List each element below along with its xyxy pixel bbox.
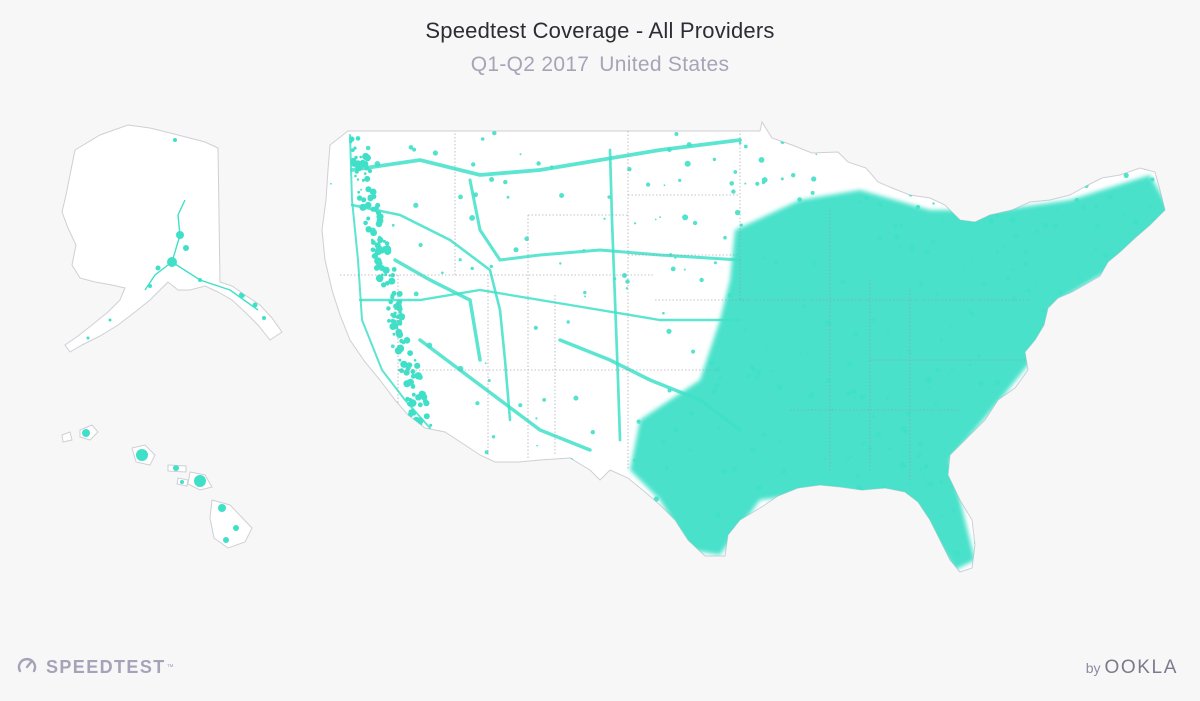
- company-name: OOKLA: [1104, 657, 1178, 678]
- subtitle-region: United States: [599, 53, 730, 76]
- region-hawaii: [61, 424, 253, 549]
- by-label: by: [1085, 660, 1101, 676]
- subtitle-period: Q1-Q2 2017: [470, 53, 590, 76]
- coverage-layer-hawaii: [82, 429, 239, 543]
- speedtest-logo: SPEEDTEST ™: [18, 657, 174, 677]
- coverage-layer-alaska: [86, 138, 266, 340]
- speedtest-gauge-icon: [17, 658, 37, 673]
- map-subtitle: Q1-Q2 2017 United States: [0, 53, 1200, 77]
- brand-name: SPEEDTEST: [46, 656, 166, 677]
- trademark-mark: ™: [166, 663, 174, 671]
- region-alaska: [61, 124, 283, 353]
- map-title: Speedtest Coverage - All Providers: [425, 18, 775, 43]
- ookla-logo: by OOKLA: [1086, 657, 1178, 679]
